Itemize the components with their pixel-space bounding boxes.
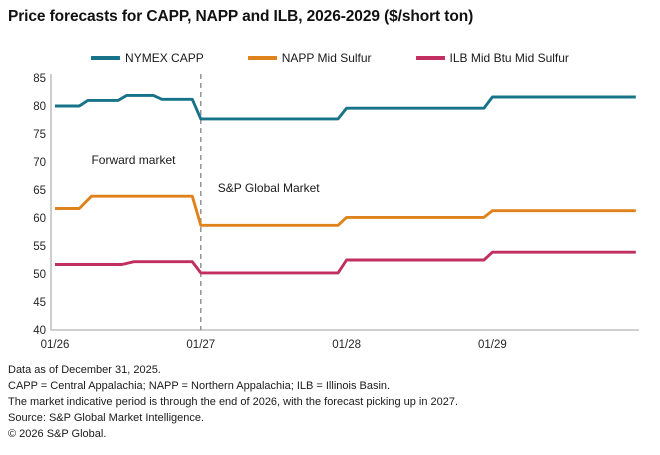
chart-legend: NYMEX CAPP NAPP Mid Sulfur ILB Mid Btu M… xyxy=(0,51,660,65)
x-tick-label: 01/28 xyxy=(332,339,361,351)
chart-plot-area: 85 80 75 70 65 60 55 50 45 40 01/26 01/27 01/28 01/29… xyxy=(0,68,660,360)
footnote-source: Source: S&P Global Market Intelligence. xyxy=(8,412,205,424)
y-tick-label: 55 xyxy=(33,241,46,253)
price-forecast-line-chart: 85 80 75 70 65 60 55 50 45 40 01/26 01/27 01/28 01/29… xyxy=(33,73,639,351)
y-tick-label: 40 xyxy=(33,325,46,337)
annotation-forward-market: Forward market xyxy=(91,153,176,167)
chart-title: Price forecasts for CAPP, NAPP and ILB, … xyxy=(8,8,474,25)
axis-lines xyxy=(50,74,639,331)
y-tick-label: 85 xyxy=(33,73,46,85)
series-line-ilb-mid-btu-mid-sulfur xyxy=(55,250,636,275)
y-tick-label: 75 xyxy=(33,129,46,141)
y-tick-label: 50 xyxy=(33,269,46,281)
legend-item-napp-mid-sulfur: NAPP Mid Sulfur xyxy=(247,51,372,65)
annotation-s-p-global-market: S&P Global Market xyxy=(218,181,320,195)
y-tick-label: 65 xyxy=(33,185,46,197)
footnote-abbreviations: CAPP = Central Appalachia; NAPP = Northe… xyxy=(8,380,391,392)
nymex-capp-line-swatch xyxy=(91,56,121,60)
y-tick-label: 70 xyxy=(33,157,46,169)
legend-label-napp-mid-sulfur: NAPP Mid Sulfur xyxy=(281,51,372,65)
y-tick-label: 80 xyxy=(33,101,46,113)
x-tick-label: 01/27 xyxy=(186,339,215,351)
legend-label-nymex-capp: NYMEX CAPP xyxy=(125,51,204,65)
footnote-indicative-period: The market indicative period is through … xyxy=(8,396,459,408)
chart-footnotes: Data as of December 31, 2025. CAPP = Cen… xyxy=(8,362,656,442)
napp-mid-sulfur-line-swatch xyxy=(247,56,277,60)
footnote-data-as-of: Data as of December 31, 2025. xyxy=(8,364,161,376)
footnote-copyright: © 2026 S&P Global. xyxy=(8,428,107,440)
legend-label-ilb-mid-btu-mid-sulfur: ILB Mid Btu Mid Sulfur xyxy=(449,51,569,65)
x-tick-label: 01/26 xyxy=(41,339,70,351)
ilb-mid-btu-mid-sulfur-line-swatch xyxy=(415,56,445,60)
x-tick-label: 01/29 xyxy=(478,339,507,351)
legend-item-nymex-capp: NYMEX CAPP xyxy=(91,51,204,65)
series-line-napp-mid-sulfur xyxy=(55,194,636,227)
y-tick-label: 60 xyxy=(33,213,46,225)
series-line-nymex-capp xyxy=(55,93,636,121)
y-tick-label: 45 xyxy=(33,297,46,309)
legend-item-ilb-mid-btu-mid-sulfur: ILB Mid Btu Mid Sulfur xyxy=(415,51,569,65)
